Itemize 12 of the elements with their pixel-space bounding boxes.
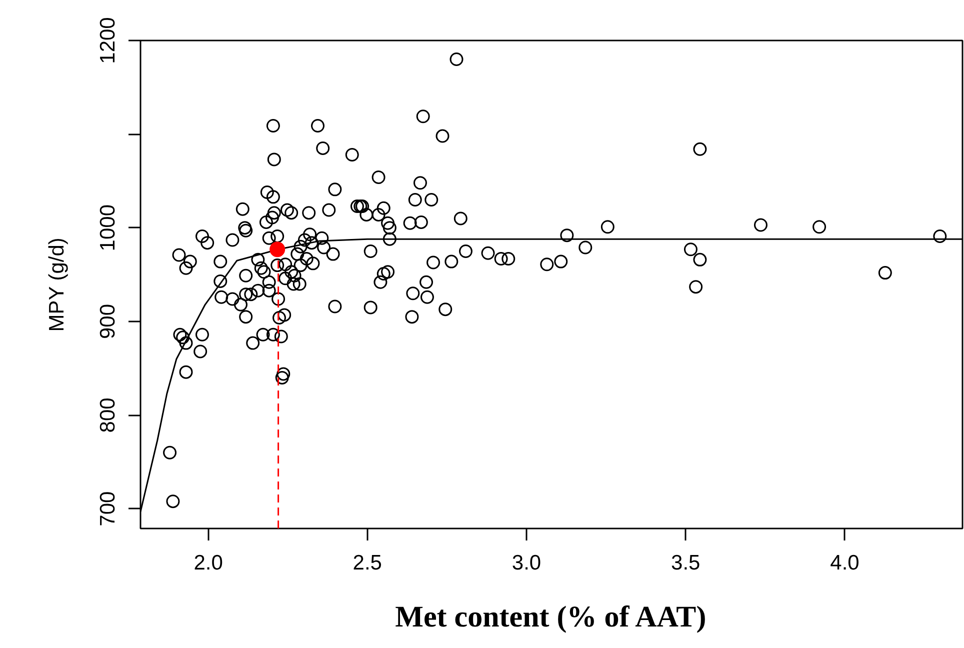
x-tick-label: 4.0 [830,552,860,574]
x-axis-title: Met content (% of AAT) [395,600,706,634]
x-tick-label: 3.0 [512,552,542,574]
x-tick-label: 2.5 [352,552,382,574]
x-tick-label: 3.5 [671,552,700,574]
y-axis-title: MPY (g/d) [46,238,68,332]
x-tick-label: 2.0 [194,552,223,574]
y-tick-label: 800 [96,398,120,433]
y-tick-label: 1200 [96,17,120,64]
y-tick-label: 1000 [96,204,120,252]
y-tick-label: 900 [96,304,120,340]
y-tick-label: 700 [96,491,120,526]
